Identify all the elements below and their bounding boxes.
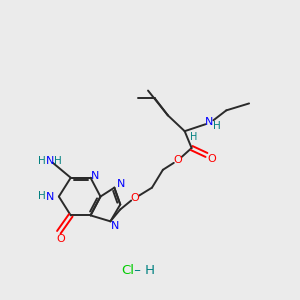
Text: N: N (117, 179, 125, 189)
Text: O: O (207, 154, 216, 164)
Text: H: H (38, 156, 46, 166)
Text: – H: – H (130, 264, 154, 278)
Text: H: H (214, 121, 221, 131)
Text: N: N (46, 156, 54, 166)
Text: H: H (190, 132, 197, 142)
Text: O: O (131, 193, 140, 202)
Text: N: N (111, 221, 119, 231)
Text: N: N (91, 171, 100, 181)
Text: N: N (205, 117, 214, 127)
Text: N: N (46, 192, 54, 202)
Text: H: H (38, 190, 46, 201)
Text: O: O (56, 234, 65, 244)
Text: Cl: Cl (122, 264, 135, 278)
Text: O: O (173, 155, 182, 165)
Text: H: H (54, 156, 62, 166)
